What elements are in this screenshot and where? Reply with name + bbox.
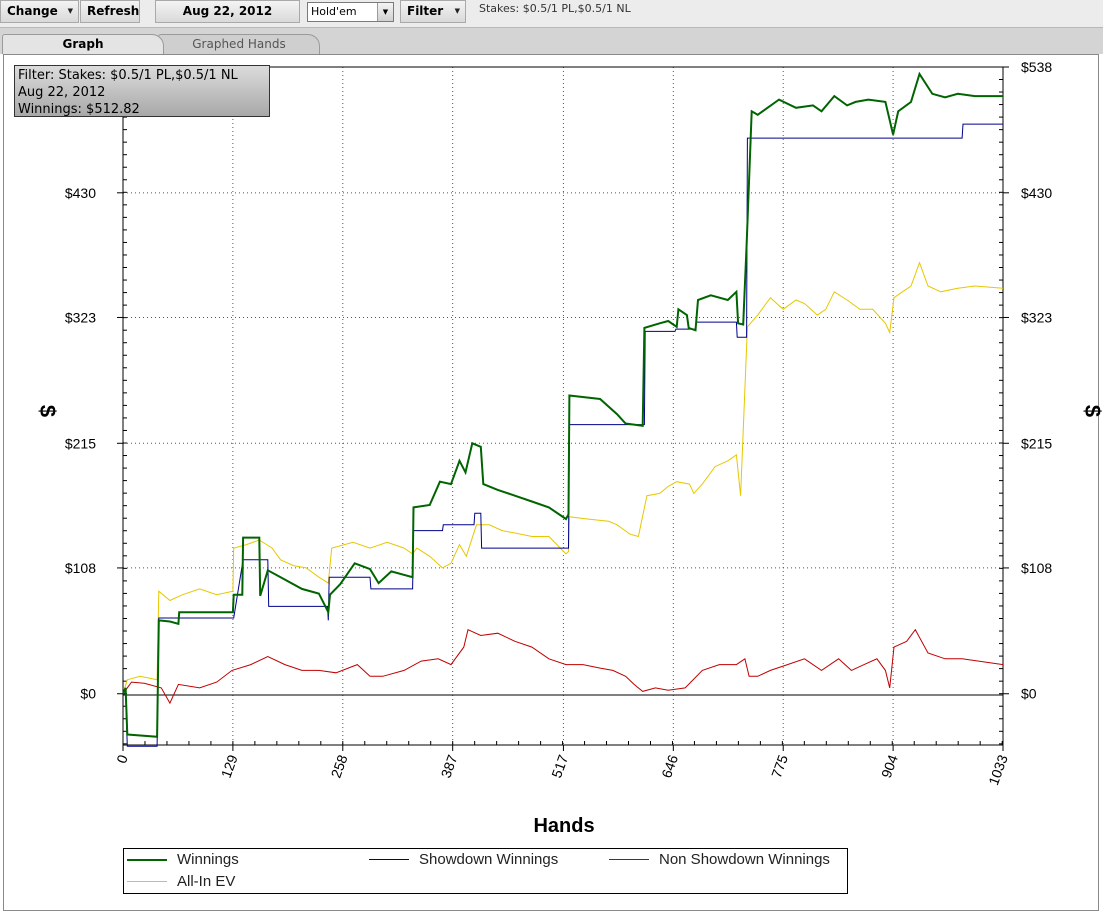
x-tick-label: 0: [113, 752, 131, 765]
y-tick-label-left: $323: [65, 309, 96, 325]
minor-ticks: [117, 66, 1009, 751]
x-tick-label: 129: [218, 752, 241, 780]
dropdown-arrow-icon[interactable]: ▼: [377, 3, 393, 21]
series-all-in-ev-line: [122, 261, 1004, 694]
change-button-label: Change: [7, 4, 58, 18]
tick-labels: 0 129 258 387 517 646 775 904 1033 $0 $108 $215 $323…: [65, 59, 1053, 787]
legend-swatch: [127, 859, 167, 861]
legend-swatch: [127, 881, 167, 882]
stakes-summary: Stakes: $0.5/1 PL,$0.5/1 NL: [479, 2, 631, 15]
y-tick-label-right: $108: [1021, 560, 1052, 576]
date-button-label: Aug 22, 2012: [182, 4, 273, 18]
chart-legend: Winnings Showdown Winnings Non Showdown …: [123, 848, 848, 894]
x-tick-label: 775: [768, 752, 791, 780]
tab-graph[interactable]: Graph: [2, 34, 164, 54]
series-lines: [122, 71, 1004, 747]
change-button[interactable]: Change ▼: [0, 0, 79, 23]
y-tick-label-right: $0: [1021, 686, 1037, 702]
y-tick-label-right: $538: [1021, 59, 1052, 75]
info-filter-line: Filter: Stakes: $0.5/1 PL,$0.5/1 NL: [18, 68, 238, 83]
y-tick-label-left: $215: [65, 435, 96, 451]
graph-panel: [3, 54, 1099, 911]
info-date-line: Aug 22, 2012: [18, 85, 106, 100]
x-axis-label: Hands: [533, 815, 594, 837]
series-winnings-line: [122, 71, 1003, 738]
legend-label: Non Showdown Winnings: [659, 851, 830, 868]
date-button[interactable]: Aug 22, 2012: [155, 0, 300, 23]
top-toolbar: Change ▼ Refresh Aug 22, 2012 Hold'em ▼ …: [0, 0, 1103, 28]
filter-button[interactable]: Filter ▼: [400, 0, 466, 23]
legend-swatch: [369, 859, 409, 860]
y-tick-label-left: $108: [65, 560, 96, 576]
series-non-showdown-winnings-line: [122, 628, 1004, 705]
info-winnings-line: Winnings: $512.82: [18, 102, 140, 117]
x-tick-label: 258: [328, 752, 351, 780]
x-tick-label: 1033: [985, 752, 1011, 787]
y-axis-label-left: $: [35, 405, 60, 417]
x-tick-label: 517: [548, 752, 571, 780]
legend-label: All-In EV: [177, 873, 236, 890]
y-axis-label-right: $: [1080, 405, 1103, 417]
y-tick-label-right: $430: [1021, 185, 1052, 201]
chevron-down-icon: ▼: [67, 7, 73, 15]
refresh-button[interactable]: Refresh: [80, 0, 140, 23]
legend-label: Showdown Winnings: [419, 851, 559, 868]
series-showdown-winnings-line: [123, 123, 1003, 747]
grid-lines: [123, 67, 1003, 745]
tab-graphed-hands[interactable]: Graphed Hands: [158, 34, 320, 54]
refresh-button-label: Refresh: [87, 4, 140, 18]
y-tick-label-right: $323: [1021, 309, 1052, 325]
filter-info-box: Filter: Stakes: $0.5/1 PL,$0.5/1 NL Aug …: [14, 65, 270, 117]
x-tick-label: 904: [878, 752, 901, 780]
y-tick-label-right: $215: [1021, 435, 1052, 451]
legend-label: Winnings: [177, 851, 239, 868]
filter-button-label: Filter: [407, 4, 444, 18]
game-type-value: Hold'em: [311, 5, 357, 18]
tab-bar: Graphed Hands Graph: [0, 28, 1103, 54]
x-tick-label: 387: [437, 752, 460, 780]
game-type-select[interactable]: Hold'em ▼: [307, 2, 394, 22]
legend-swatch: [609, 859, 649, 860]
chevron-down-icon: ▼: [454, 7, 460, 15]
y-tick-label-left: $0: [80, 686, 96, 702]
x-tick-label: 646: [658, 752, 681, 780]
y-tick-label-left: $430: [65, 185, 96, 201]
